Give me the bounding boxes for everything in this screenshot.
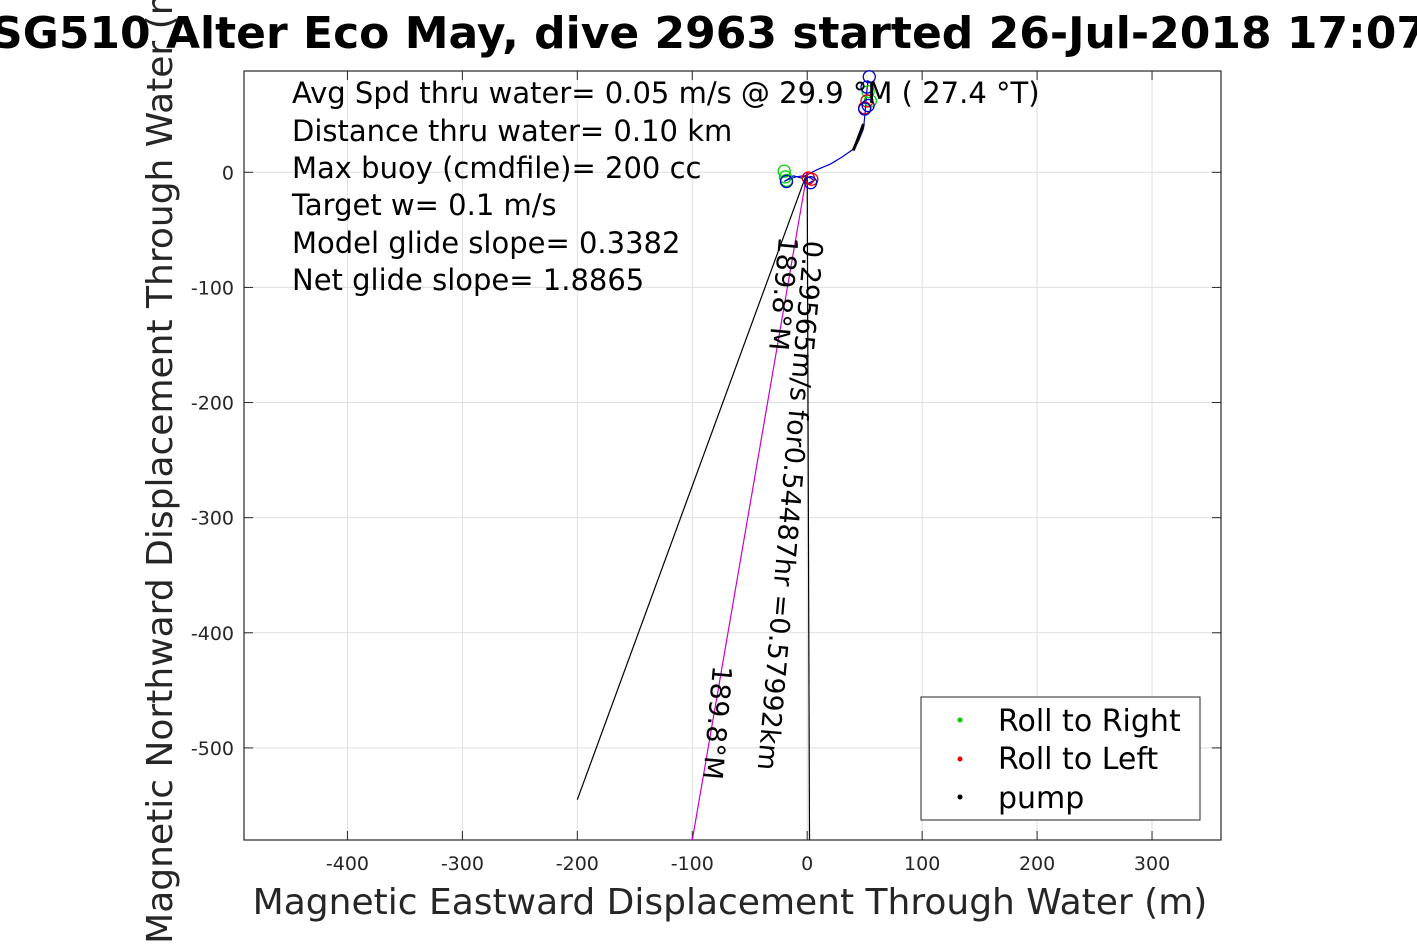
legend-label-roll-left: Roll to Left (998, 742, 1158, 777)
x-tick-label: -100 (671, 853, 714, 875)
stat-max-buoy: Max buoy (cmdfile)= 200 cc (292, 151, 701, 185)
data-point-marker (862, 70, 876, 84)
y-tick-label: 0 (222, 162, 234, 184)
x-tick-label: 100 (904, 853, 940, 875)
y-tick-label: -500 (191, 738, 234, 760)
x-axis-label: Magnetic Eastward Displacement Through W… (253, 882, 1208, 923)
series-line-3 (806, 172, 811, 841)
x-tick-label: 200 (1019, 853, 1055, 875)
marker-group (777, 70, 878, 190)
legend-label-roll-right: Roll to Right (998, 704, 1181, 739)
stat-avg-speed: Avg Spd thru water= 0.05 m/s @ 29.9 °M (… (292, 76, 1040, 110)
stat-model-glide: Model glide slope= 0.3382 (292, 226, 680, 260)
stat-distance: Distance thru water= 0.10 km (292, 114, 732, 148)
series-line-2 (576, 172, 808, 800)
y-tick-label: -300 (191, 508, 234, 530)
plot-area-frame (243, 70, 1222, 841)
x-tick-label: 300 (1134, 853, 1170, 875)
legend-marker-roll-right (957, 717, 963, 723)
legend-marker-roll-left (957, 756, 963, 762)
y-tick-label: -100 (191, 277, 234, 299)
data-point-marker (804, 176, 818, 190)
stats-textbox: Avg Spd thru water= 0.05 m/s @ 29.9 °M (… (291, 76, 1040, 297)
legend-marker-pump (957, 794, 963, 800)
y-axis-label: Magnetic Northward Displacement Through … (140, 0, 181, 944)
stat-net-glide: Net glide slope= 1.8865 (292, 263, 644, 297)
y-tick-label: -200 (191, 393, 234, 415)
x-tick-label: -200 (556, 853, 599, 875)
data-point-marker (858, 102, 872, 116)
series-group (576, 80, 869, 841)
legend-label-pump: pump (998, 781, 1084, 816)
legend-box (920, 696, 1201, 821)
grid (244, 71, 1221, 840)
legend: Roll to Right Roll to Left pump (920, 696, 1201, 821)
chart-title: SG510 Alter Eco May, dive 2963 started 2… (0, 8, 1417, 59)
x-tick-label: 0 (801, 853, 813, 875)
series-line-1 (851, 123, 865, 151)
data-point-marker (777, 164, 791, 178)
data-point-marker (861, 98, 875, 113)
x-tick-label: -300 (441, 853, 484, 875)
data-point-marker (860, 94, 874, 108)
data-point-marker (779, 174, 794, 189)
x-tick-label: -400 (326, 853, 369, 875)
data-point-marker (860, 80, 874, 94)
axis-ticks: -400 -300 -200 -100 0 100 200 300 -500 -400 -300 -2… (191, 71, 1221, 875)
stat-target-w: Target w= 0.1 m/s (291, 188, 557, 222)
series-line-4 (691, 172, 808, 841)
y-tick-label: -400 (191, 623, 234, 645)
data-point-marker (861, 85, 875, 99)
